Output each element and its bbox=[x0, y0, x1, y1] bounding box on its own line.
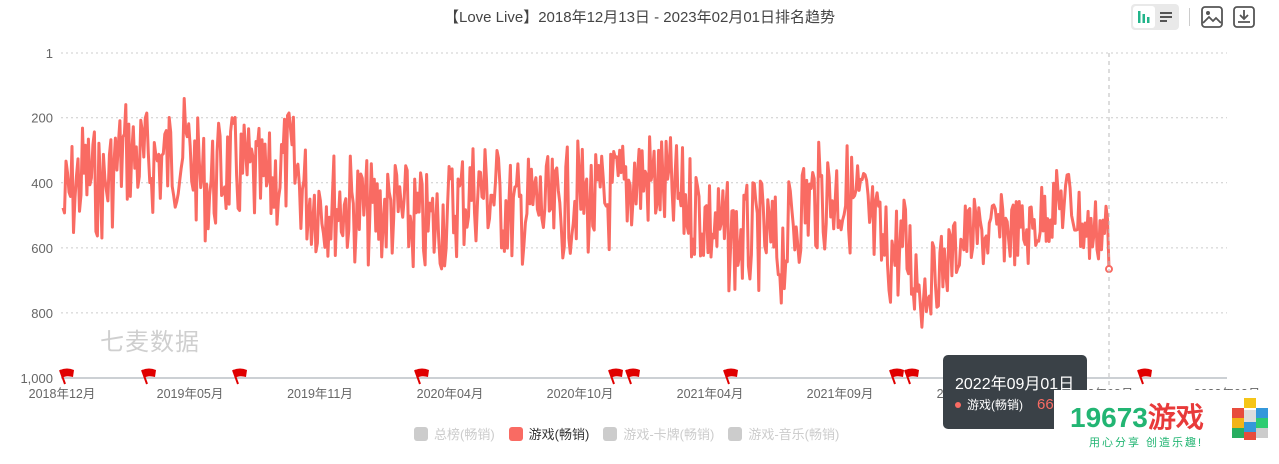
legend-item-overall[interactable]: 总榜(畅销) bbox=[414, 424, 495, 443]
svg-text:1,000: 1,000 bbox=[20, 371, 53, 386]
flag-marker-icon bbox=[233, 368, 247, 378]
site-logo: 19673游戏 用心分享 创造乐趣! bbox=[1054, 390, 1279, 464]
svg-text:2019年05月: 2019年05月 bbox=[157, 387, 224, 401]
legend-item-card[interactable]: 游戏-卡牌(畅销) bbox=[603, 424, 714, 443]
flag-marker-icon bbox=[724, 368, 738, 378]
series-dot-icon bbox=[955, 401, 961, 408]
svg-text:400: 400 bbox=[31, 176, 53, 191]
legend-swatch bbox=[414, 426, 428, 441]
flag-marker-icon bbox=[60, 368, 74, 378]
flag-marker-icon bbox=[890, 368, 904, 378]
logo-text: 19673游戏 bbox=[1070, 396, 1204, 436]
svg-text:600: 600 bbox=[31, 241, 53, 256]
flag-marker-icon bbox=[1138, 368, 1152, 378]
tooltip-date: 2022年09月01日 bbox=[955, 376, 1075, 393]
svg-text:2018年12月: 2018年12月 bbox=[29, 387, 96, 401]
flag-marker-icon bbox=[415, 368, 429, 378]
svg-text:2019年11月: 2019年11月 bbox=[287, 387, 353, 401]
svg-text:2021年09月: 2021年09月 bbox=[807, 387, 874, 401]
list-icon bbox=[1160, 12, 1172, 22]
tooltip-row: 游戏(畅销) 66 bbox=[955, 396, 1054, 413]
toolbar-divider bbox=[1189, 8, 1190, 26]
chart-title: 【Love Live】2018年12月13日 - 2023年02月01日排名趋势 bbox=[443, 9, 836, 26]
legend-swatch bbox=[508, 426, 523, 441]
chart-toolbar bbox=[1131, 4, 1264, 30]
svg-text:2020年10月: 2020年10月 bbox=[547, 387, 614, 401]
legend-label: 游戏-卡牌(畅销) bbox=[623, 427, 715, 442]
svg-text:1: 1 bbox=[46, 46, 53, 61]
logo-slogan: 用心分享 创造乐趣! bbox=[1089, 437, 1204, 449]
download-icon[interactable] bbox=[1232, 5, 1256, 29]
logo-number: 19673 bbox=[1070, 402, 1148, 433]
watermark: 七麦数据 bbox=[100, 329, 200, 356]
flag-marker-icon bbox=[142, 368, 156, 378]
svg-text:2021年04月: 2021年04月 bbox=[677, 387, 744, 401]
flag-marker-icon bbox=[626, 368, 640, 378]
tooltip-series: 游戏(畅销) bbox=[967, 398, 1023, 412]
svg-text:2020年04月: 2020年04月 bbox=[417, 387, 484, 401]
flag-marker-icon bbox=[905, 368, 919, 378]
flag-marker-icon bbox=[609, 368, 623, 378]
svg-text:800: 800 bbox=[31, 306, 53, 321]
svg-text:200: 200 bbox=[31, 111, 53, 126]
legend-swatch bbox=[728, 426, 743, 441]
legend-label: 游戏(畅销) bbox=[528, 427, 590, 442]
legend-label: 总榜(畅销) bbox=[434, 427, 495, 442]
list-toggle[interactable] bbox=[1155, 6, 1177, 28]
bar-chart-toggle[interactable] bbox=[1133, 6, 1155, 28]
legend: 总榜(畅销) 游戏(畅销) 游戏-卡牌(畅销) 游戏-音乐(畅销) bbox=[414, 424, 839, 443]
image-icon[interactable] bbox=[1200, 5, 1224, 29]
legend-swatch bbox=[603, 426, 618, 441]
chart-type-switch bbox=[1131, 4, 1179, 30]
bar-chart-icon bbox=[1138, 11, 1150, 23]
logo-word: 游戏 bbox=[1147, 402, 1204, 433]
cube-logo-icon bbox=[1232, 398, 1268, 440]
legend-item-music[interactable]: 游戏-音乐(畅销) bbox=[728, 424, 839, 443]
tooltip-value: 66 bbox=[1037, 396, 1054, 413]
legend-item-games[interactable]: 游戏(畅销) bbox=[508, 424, 590, 443]
legend-label: 游戏-音乐(畅销) bbox=[748, 427, 840, 442]
